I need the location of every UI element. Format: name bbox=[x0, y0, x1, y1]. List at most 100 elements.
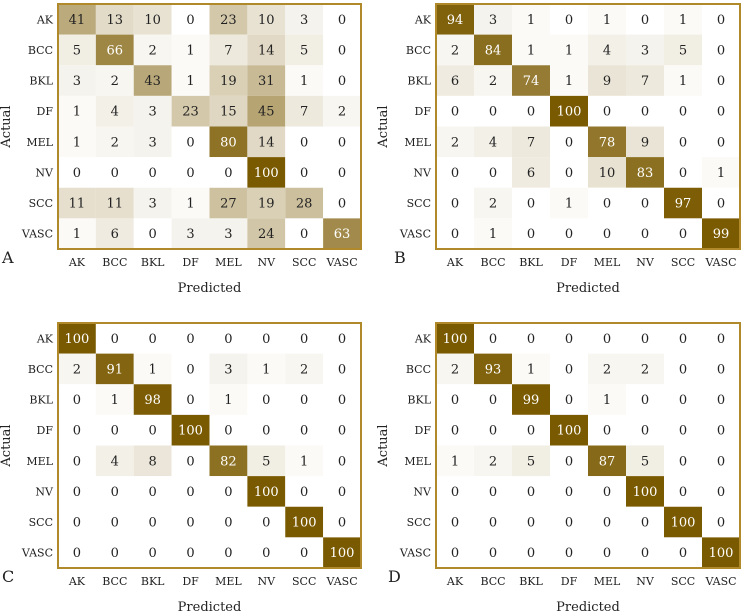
panel-a-cell-value: 3 bbox=[73, 74, 81, 89]
panel-d-cell-vasc-scc bbox=[664, 537, 702, 568]
panel-b-cell-value: 0 bbox=[527, 197, 535, 212]
panel-a-cell-value: 1 bbox=[186, 197, 194, 212]
panel-d-cell-value: 0 bbox=[489, 485, 497, 500]
panel-d-cell-df-scc bbox=[664, 414, 702, 446]
panel-b-cell-value: 0 bbox=[451, 166, 459, 181]
panel-c-y-tick-label: MEL bbox=[26, 455, 53, 468]
panel-b-cell-ak-nv bbox=[626, 4, 664, 35]
panel-c-cell-scc-scc bbox=[285, 506, 324, 538]
panel-d-cell-value: 0 bbox=[641, 332, 649, 347]
panel-c-y-tick-label: BKL bbox=[29, 394, 53, 407]
panel-c-cell-value: 0 bbox=[186, 454, 194, 469]
panel-d-cell-value: 0 bbox=[717, 362, 725, 377]
panel-d-cell-value: 100 bbox=[557, 424, 582, 439]
panel-b-border bbox=[435, 3, 741, 250]
panel-c-cell-vasc-nv bbox=[247, 537, 286, 568]
panel-d-cell-value: 100 bbox=[633, 485, 658, 500]
panel-b-cell-scc-nv bbox=[626, 187, 664, 219]
panel-c-cell-value: 8 bbox=[149, 454, 157, 469]
panel-d-cell-value: 0 bbox=[489, 393, 497, 408]
panel-d-cell-df-mel bbox=[588, 414, 626, 446]
panel-c-cell-value: 3 bbox=[224, 362, 232, 377]
panel-d-cell-vasc-ak bbox=[436, 537, 474, 568]
panel-b-cell-value: 2 bbox=[489, 74, 497, 89]
panel-c-cell-bkl-mel bbox=[209, 384, 248, 415]
panel-c-cell-nv-bkl bbox=[133, 476, 172, 507]
panel-b-y-tick-label: AK bbox=[414, 13, 432, 26]
panel-d-cell-scc-ak bbox=[436, 506, 474, 538]
panel-a-cell-value: 5 bbox=[73, 43, 81, 58]
panel-a-cell-value: 1 bbox=[73, 135, 81, 150]
panel-a-cell-bcc-bkl bbox=[133, 34, 172, 66]
panel-c-cell-mel-df bbox=[171, 445, 210, 477]
panel-a-cell-value: 66 bbox=[107, 43, 124, 58]
panel-a-cell-ak-bkl bbox=[133, 4, 172, 35]
panel-a-cell-value: 0 bbox=[186, 13, 194, 28]
panel-a-cell-bkl-ak bbox=[58, 65, 96, 96]
panel-c-cell-value: 100 bbox=[254, 485, 279, 500]
panel-d-cell-value: 0 bbox=[527, 424, 535, 439]
panel-c-y-tick-label: AK bbox=[36, 332, 54, 345]
panel-b: 94 3 1 0 1 0 1 02 84 1 1 4 3 5 06 2 74 1 9 7 1 00 0 0 100 0 0 0 02 4 7… bbox=[376, 3, 741, 296]
panel-d-y-tick-label: MEL bbox=[404, 455, 431, 468]
panel-a-border bbox=[57, 3, 362, 250]
panel-c-cell-vasc-bcc bbox=[95, 537, 134, 568]
panel-a-cell-value: 2 bbox=[149, 43, 157, 58]
panel-a-cell-df-vasc bbox=[323, 95, 361, 127]
panel-d-cell-bkl-bcc bbox=[474, 384, 512, 415]
panel-c-cell-nv-nv bbox=[247, 476, 286, 507]
panel-a-cell-value: 28 bbox=[296, 197, 313, 212]
panel-b-cell-vasc-ak bbox=[436, 218, 474, 249]
panel-c-cell-value: 1 bbox=[224, 393, 232, 408]
panel-a-cell-vasc-bcc bbox=[95, 218, 134, 249]
panel-c-y-tick-label: VASC bbox=[21, 547, 53, 560]
panel-c-cell-value: 0 bbox=[111, 546, 119, 561]
panel-a-cell-df-scc bbox=[285, 95, 324, 127]
panel-c-cell-mel-ak bbox=[58, 445, 96, 477]
panel-d-cell-value: 0 bbox=[565, 362, 573, 377]
panel-a-cell-mel-bcc bbox=[95, 126, 134, 158]
panel-c-cell-value: 2 bbox=[300, 362, 308, 377]
panel-d-cell-mel-ak bbox=[436, 445, 474, 477]
panel-b-cell-bkl-scc bbox=[664, 65, 702, 96]
panel-c-cell-value: 100 bbox=[330, 546, 355, 561]
panel-a-cell-value: 0 bbox=[149, 166, 157, 181]
panel-c-letter: C bbox=[2, 567, 14, 586]
panel-a-letter: A bbox=[1, 248, 14, 267]
panel-d-cell-value: 100 bbox=[709, 546, 734, 561]
panel-d-cell-scc-scc bbox=[664, 506, 702, 538]
panel-a-cell-bkl-mel bbox=[209, 65, 248, 96]
panel-c-x-tick-label: AK bbox=[68, 575, 86, 588]
panel-a-cell-value: 43 bbox=[144, 74, 161, 89]
panel-b-cell-value: 0 bbox=[717, 13, 725, 28]
panel-b-cell-df-ak bbox=[436, 95, 474, 127]
panel-a-cell-value: 80 bbox=[220, 135, 237, 150]
panel-a-cell-mel-bkl bbox=[133, 126, 172, 158]
panel-a-cell-bcc-vasc bbox=[323, 34, 361, 66]
panel-d-cell-value: 0 bbox=[527, 516, 535, 531]
panel-a-cell-scc-bkl bbox=[133, 187, 172, 219]
panel-c-cell-vasc-vasc bbox=[323, 537, 361, 568]
panel-b-cell-nv-mel bbox=[588, 157, 626, 188]
panel-d-cell-mel-scc bbox=[664, 445, 702, 477]
panel-c-cell-df-scc bbox=[285, 414, 324, 446]
panel-a-cell-bcc-bcc bbox=[95, 34, 134, 66]
panel-a-cell-bkl-scc bbox=[285, 65, 324, 96]
panel-d-cell-value: 0 bbox=[717, 332, 725, 347]
panel-c-cell-bcc-df bbox=[171, 353, 210, 385]
panel-d-x-tick-label: DF bbox=[561, 575, 578, 588]
panel-d-cell-nv-df bbox=[550, 476, 588, 507]
panel-a-cell-bkl-bkl bbox=[133, 65, 172, 96]
panel-a-x-tick-label: MEL bbox=[215, 256, 242, 269]
panel-a-cell-value: 1 bbox=[73, 105, 81, 120]
panel-a-cell-scc-mel bbox=[209, 187, 248, 219]
panel-b-cell-value: 0 bbox=[717, 105, 725, 120]
panel-d-cell-bkl-df bbox=[550, 384, 588, 415]
panel-b-y-tick-label: BKL bbox=[407, 75, 431, 88]
panel-d-cell-vasc-bkl bbox=[512, 537, 550, 568]
panel-b-cell-value: 97 bbox=[675, 197, 692, 212]
panel-b-cell-value: 7 bbox=[527, 135, 535, 150]
panel-a-x-axis-label: Predicted bbox=[178, 281, 242, 296]
panel-a-cell-value: 45 bbox=[258, 105, 275, 120]
panel-a-cell-value: 23 bbox=[182, 105, 199, 120]
